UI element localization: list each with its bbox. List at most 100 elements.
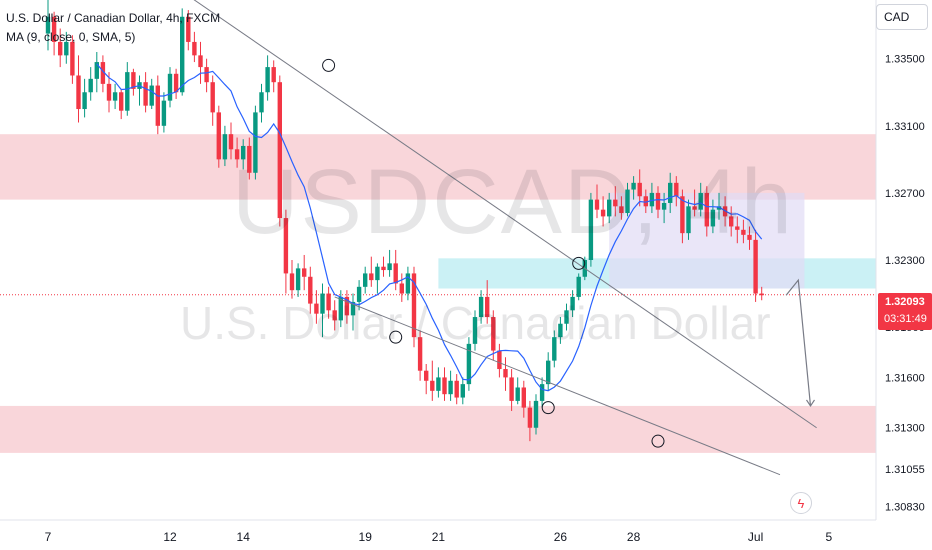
candle-body [94,62,99,79]
price-tick-label: 1.33100 [885,121,925,133]
candle-body [271,67,276,83]
candle-body [119,92,124,111]
time-tick-label: Jul [748,530,763,544]
candle-body [308,276,313,304]
projection-arrow-head [806,399,815,408]
candle-body [668,182,673,203]
candle-body [399,283,404,294]
candle-body [326,293,331,311]
candle-body [521,387,526,408]
candle-body [570,296,575,311]
candle-body [192,41,197,56]
candle-body [619,206,624,214]
swing-circle [322,58,336,72]
candle-body [588,199,594,260]
candle-body [143,82,148,106]
candle-body [607,199,612,217]
trendline-upper-channel [193,0,817,429]
candle-body [198,55,203,68]
zone-demand-lower [0,405,876,453]
candle-body [76,75,81,110]
candle-body [173,73,179,93]
last-price-tag: 1.32093 03:31:49 [878,293,932,330]
indicator-legend[interactable]: MA (9, close, 0, SMA, 5) [6,30,136,44]
candle-body [161,100,167,126]
candle-body [460,384,465,398]
candle-body [729,216,734,227]
bar-countdown: 03:31:49 [884,313,927,325]
candle-body [716,206,722,210]
moving-average [96,63,763,392]
candle-body [692,206,697,210]
candle-body [283,218,289,274]
candle-body [509,377,514,401]
chart-title[interactable]: U.S. Dollar / Canadian Dollar, 4h, FXCM [6,11,221,25]
candle-body [369,273,374,281]
candle-body [45,16,51,34]
candle-body [424,370,429,381]
price-tick-label: 1.32700 [885,188,925,200]
candle-body [546,360,551,385]
candle-body [503,369,508,378]
candle-body [363,273,368,287]
candle-body [527,407,533,428]
candle-body [448,380,453,395]
candle-body [234,149,240,160]
candle-body [241,145,246,160]
time-tick-label: 7 [45,530,52,544]
candle-body [228,134,234,150]
candle-body [552,337,557,361]
candle-body [411,273,417,338]
candle-body [100,62,106,84]
candle-body [698,192,703,210]
time-tick-label: 21 [432,530,446,544]
candle-body [167,73,173,101]
candle-body [485,296,490,318]
candle-body [625,189,630,214]
candle-body [186,16,191,42]
candle-body [576,276,581,297]
candle-body [64,41,69,56]
price-zones [0,134,876,453]
candle-body [82,92,87,110]
candle-body [680,196,685,234]
candle-body [106,83,112,101]
candle-body [289,273,295,291]
candle-body [631,182,636,190]
price-tick-label: 1.31300 [885,423,925,435]
price-tick-label: 1.32300 [885,255,925,267]
price-tick-label: 1.31055 [885,464,925,476]
candle-body [442,377,447,395]
candle-body [478,296,484,318]
candle-body [454,380,459,398]
trendlines [193,0,817,476]
candle-body [436,377,441,391]
candle-body [515,387,520,401]
candle-body [155,85,160,126]
candle-body [381,266,386,271]
swing-circle [651,434,665,448]
candle-body [88,78,93,93]
candle-body [704,192,709,227]
candle-body [539,384,545,401]
swing-circle [572,256,586,270]
candle-body [753,239,758,294]
candle-body [112,92,118,101]
time-tick-label: 19 [359,530,373,544]
candle-body [741,229,746,235]
candle-body [637,182,642,197]
ma-line [96,63,763,392]
currency-button[interactable]: CAD [876,4,928,30]
candle-body [686,206,691,234]
trendline-lower-channel [334,296,781,476]
candle-body [649,192,655,207]
candle-body [655,192,661,210]
candle-body [344,296,350,316]
candle-body [661,202,667,210]
lightning-icon[interactable]: ϟ [790,492,812,514]
candle-body [674,182,679,197]
candle-body [265,67,270,93]
candle-body [613,199,618,207]
time-tick-label: 26 [554,530,568,544]
